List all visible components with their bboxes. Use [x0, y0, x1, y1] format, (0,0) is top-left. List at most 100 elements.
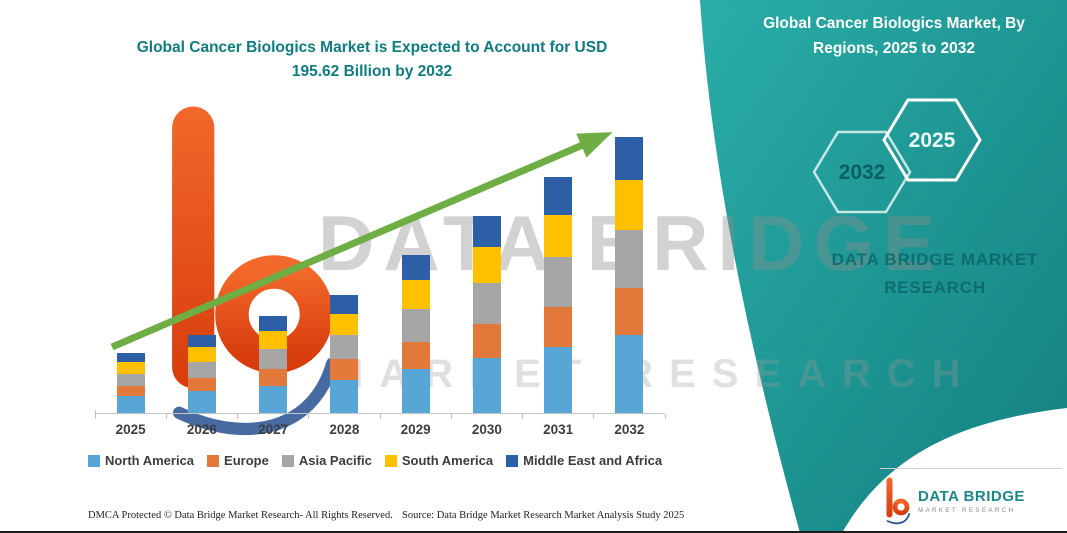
- segment-north-america-2026: [187, 391, 216, 413]
- bottom-border-bar: [0, 531, 1067, 533]
- segment-middle-east-and-africa-2028: [330, 294, 359, 314]
- x-axis-label-2029: 2029: [400, 422, 431, 437]
- x-axis-label-2025: 2025: [115, 422, 146, 437]
- brand-line1: DATA BRIDGE MARKET: [831, 250, 1039, 269]
- axis-tick: [165, 414, 167, 419]
- segment-asia-pacific-2031: [544, 257, 573, 307]
- segment-south-america-2029: [401, 280, 430, 309]
- plot-area: 2025 2026 2027 2028 2029 2030 2031 2032: [94, 120, 666, 437]
- segment-middle-east-and-africa-2030: [472, 215, 501, 248]
- segment-europe-2026: [187, 377, 216, 392]
- legend-swatch: [506, 454, 519, 467]
- footer-logo-subtitle: MARKET RESEARCH: [918, 507, 1016, 514]
- segment-europe-2027: [259, 369, 288, 386]
- legend-item-south-america: South America: [384, 453, 494, 468]
- axis-tick: [664, 414, 666, 419]
- segment-north-america-2027: [259, 385, 288, 413]
- segment-europe-2031: [544, 306, 573, 347]
- segment-middle-east-and-africa-2025: [116, 353, 145, 363]
- legend-swatch: [87, 454, 100, 467]
- legend-label: Asia Pacific: [298, 453, 372, 468]
- segment-north-america-2025: [116, 396, 145, 413]
- hexagon-2025-label: 2025: [909, 129, 956, 152]
- segment-north-america-2030: [472, 357, 501, 413]
- bar-2027: [259, 315, 288, 413]
- hexagon-2025: 2025: [882, 98, 982, 182]
- hexagon-2032: 2032: [812, 130, 912, 214]
- legend-swatch: [207, 454, 220, 467]
- bar-2029: [401, 255, 430, 413]
- page-title-line1: Global Cancer Biologics Market is Expect…: [136, 39, 608, 56]
- segment-south-america-2028: [330, 313, 359, 335]
- page-title-line2: 195.62 Billion by 2032: [291, 63, 453, 81]
- axis-tick: [379, 414, 381, 419]
- segment-asia-pacific-2028: [330, 334, 359, 360]
- segment-north-america-2029: [401, 368, 430, 413]
- x-axis-label-2027: 2027: [258, 422, 289, 437]
- segment-asia-pacific-2030: [472, 282, 501, 325]
- legend-label: North America: [104, 453, 195, 468]
- x-axis-label-2031: 2031: [543, 422, 574, 437]
- legend-item-north-america: North America: [87, 453, 195, 468]
- brand-line2: RESEARCH: [884, 278, 986, 298]
- legend-swatch: [384, 454, 397, 467]
- legend-label: Middle East and Africa: [523, 453, 663, 468]
- x-axis-label-2026: 2026: [186, 422, 217, 437]
- segment-north-america-2032: [615, 335, 644, 413]
- segment-asia-pacific-2025: [116, 373, 145, 387]
- side-panel-title: Global Cancer Biologics Market, By Regio…: [763, 15, 1025, 57]
- footer-logo-icon: [886, 477, 910, 525]
- axis-tick: [593, 414, 595, 419]
- footer-logo-name: DATA BRIDGE: [918, 488, 1025, 505]
- hexagon-2032-label: 2032: [839, 161, 886, 184]
- x-axis-label-2028: 2028: [329, 422, 360, 437]
- x-axis-label-2032: 2032: [614, 422, 645, 437]
- legend: North America Europe Asia Pacific South Ame…: [85, 453, 665, 468]
- segment-south-america-2032: [615, 180, 644, 231]
- legend-item-middle-east-and-africa: Middle East and Africa: [506, 453, 662, 468]
- bar-2025: [116, 353, 145, 413]
- legend-label: South America: [401, 453, 494, 468]
- bar-2031: [544, 177, 573, 413]
- segment-south-america-2030: [472, 247, 501, 283]
- legend-item-europe: Europe: [207, 453, 269, 468]
- footer-brand-logo: DATA BRIDGE MARKET RESEARCH: [884, 476, 1025, 526]
- segment-asia-pacific-2029: [401, 308, 430, 342]
- footer-separator-line: [880, 468, 1062, 469]
- logo-swoosh: [172, 357, 334, 436]
- bar-2028: [330, 294, 359, 413]
- segment-middle-east-and-africa-2029: [401, 255, 430, 281]
- axis-tick: [450, 414, 452, 419]
- segment-south-america-2031: [544, 214, 573, 258]
- footer-source-text: Source: Data Bridge Market Research Mark…: [402, 510, 685, 521]
- axis-tick: [94, 410, 96, 419]
- legend-item-asia-pacific: Asia Pacific: [281, 453, 372, 468]
- segment-asia-pacific-2027: [259, 348, 288, 370]
- axis-tick: [308, 414, 310, 419]
- side-panel-brand-text: DATA BRIDGE MARKET RESEARCH: [800, 246, 1067, 302]
- segment-north-america-2031: [544, 346, 573, 413]
- segment-asia-pacific-2032: [615, 230, 644, 289]
- footer-logo-text: DATA BRIDGE MARKET RESEARCH: [918, 488, 1025, 514]
- legend-swatch: [281, 454, 294, 467]
- segment-south-america-2027: [259, 331, 288, 349]
- segment-middle-east-and-africa-2027: [259, 315, 288, 332]
- segment-north-america-2028: [330, 379, 359, 413]
- legend-label: Europe: [224, 453, 269, 468]
- segment-europe-2029: [401, 341, 430, 369]
- segment-asia-pacific-2026: [187, 361, 216, 378]
- segment-middle-east-and-africa-2026: [187, 335, 216, 348]
- segment-europe-2030: [472, 324, 501, 358]
- bar-2030: [472, 215, 501, 413]
- segment-europe-2032: [615, 288, 644, 336]
- x-axis-label-2030: 2030: [471, 422, 502, 437]
- axis-tick: [522, 414, 523, 419]
- segment-europe-2028: [330, 359, 359, 380]
- segment-south-america-2026: [187, 347, 216, 362]
- axis-tick: [237, 414, 238, 419]
- footer-dmca-text: DMCA Protected © Data Bridge Market Rese…: [88, 510, 393, 521]
- bar-2032: [615, 137, 644, 413]
- segment-south-america-2025: [116, 362, 145, 374]
- segment-europe-2025: [116, 386, 145, 397]
